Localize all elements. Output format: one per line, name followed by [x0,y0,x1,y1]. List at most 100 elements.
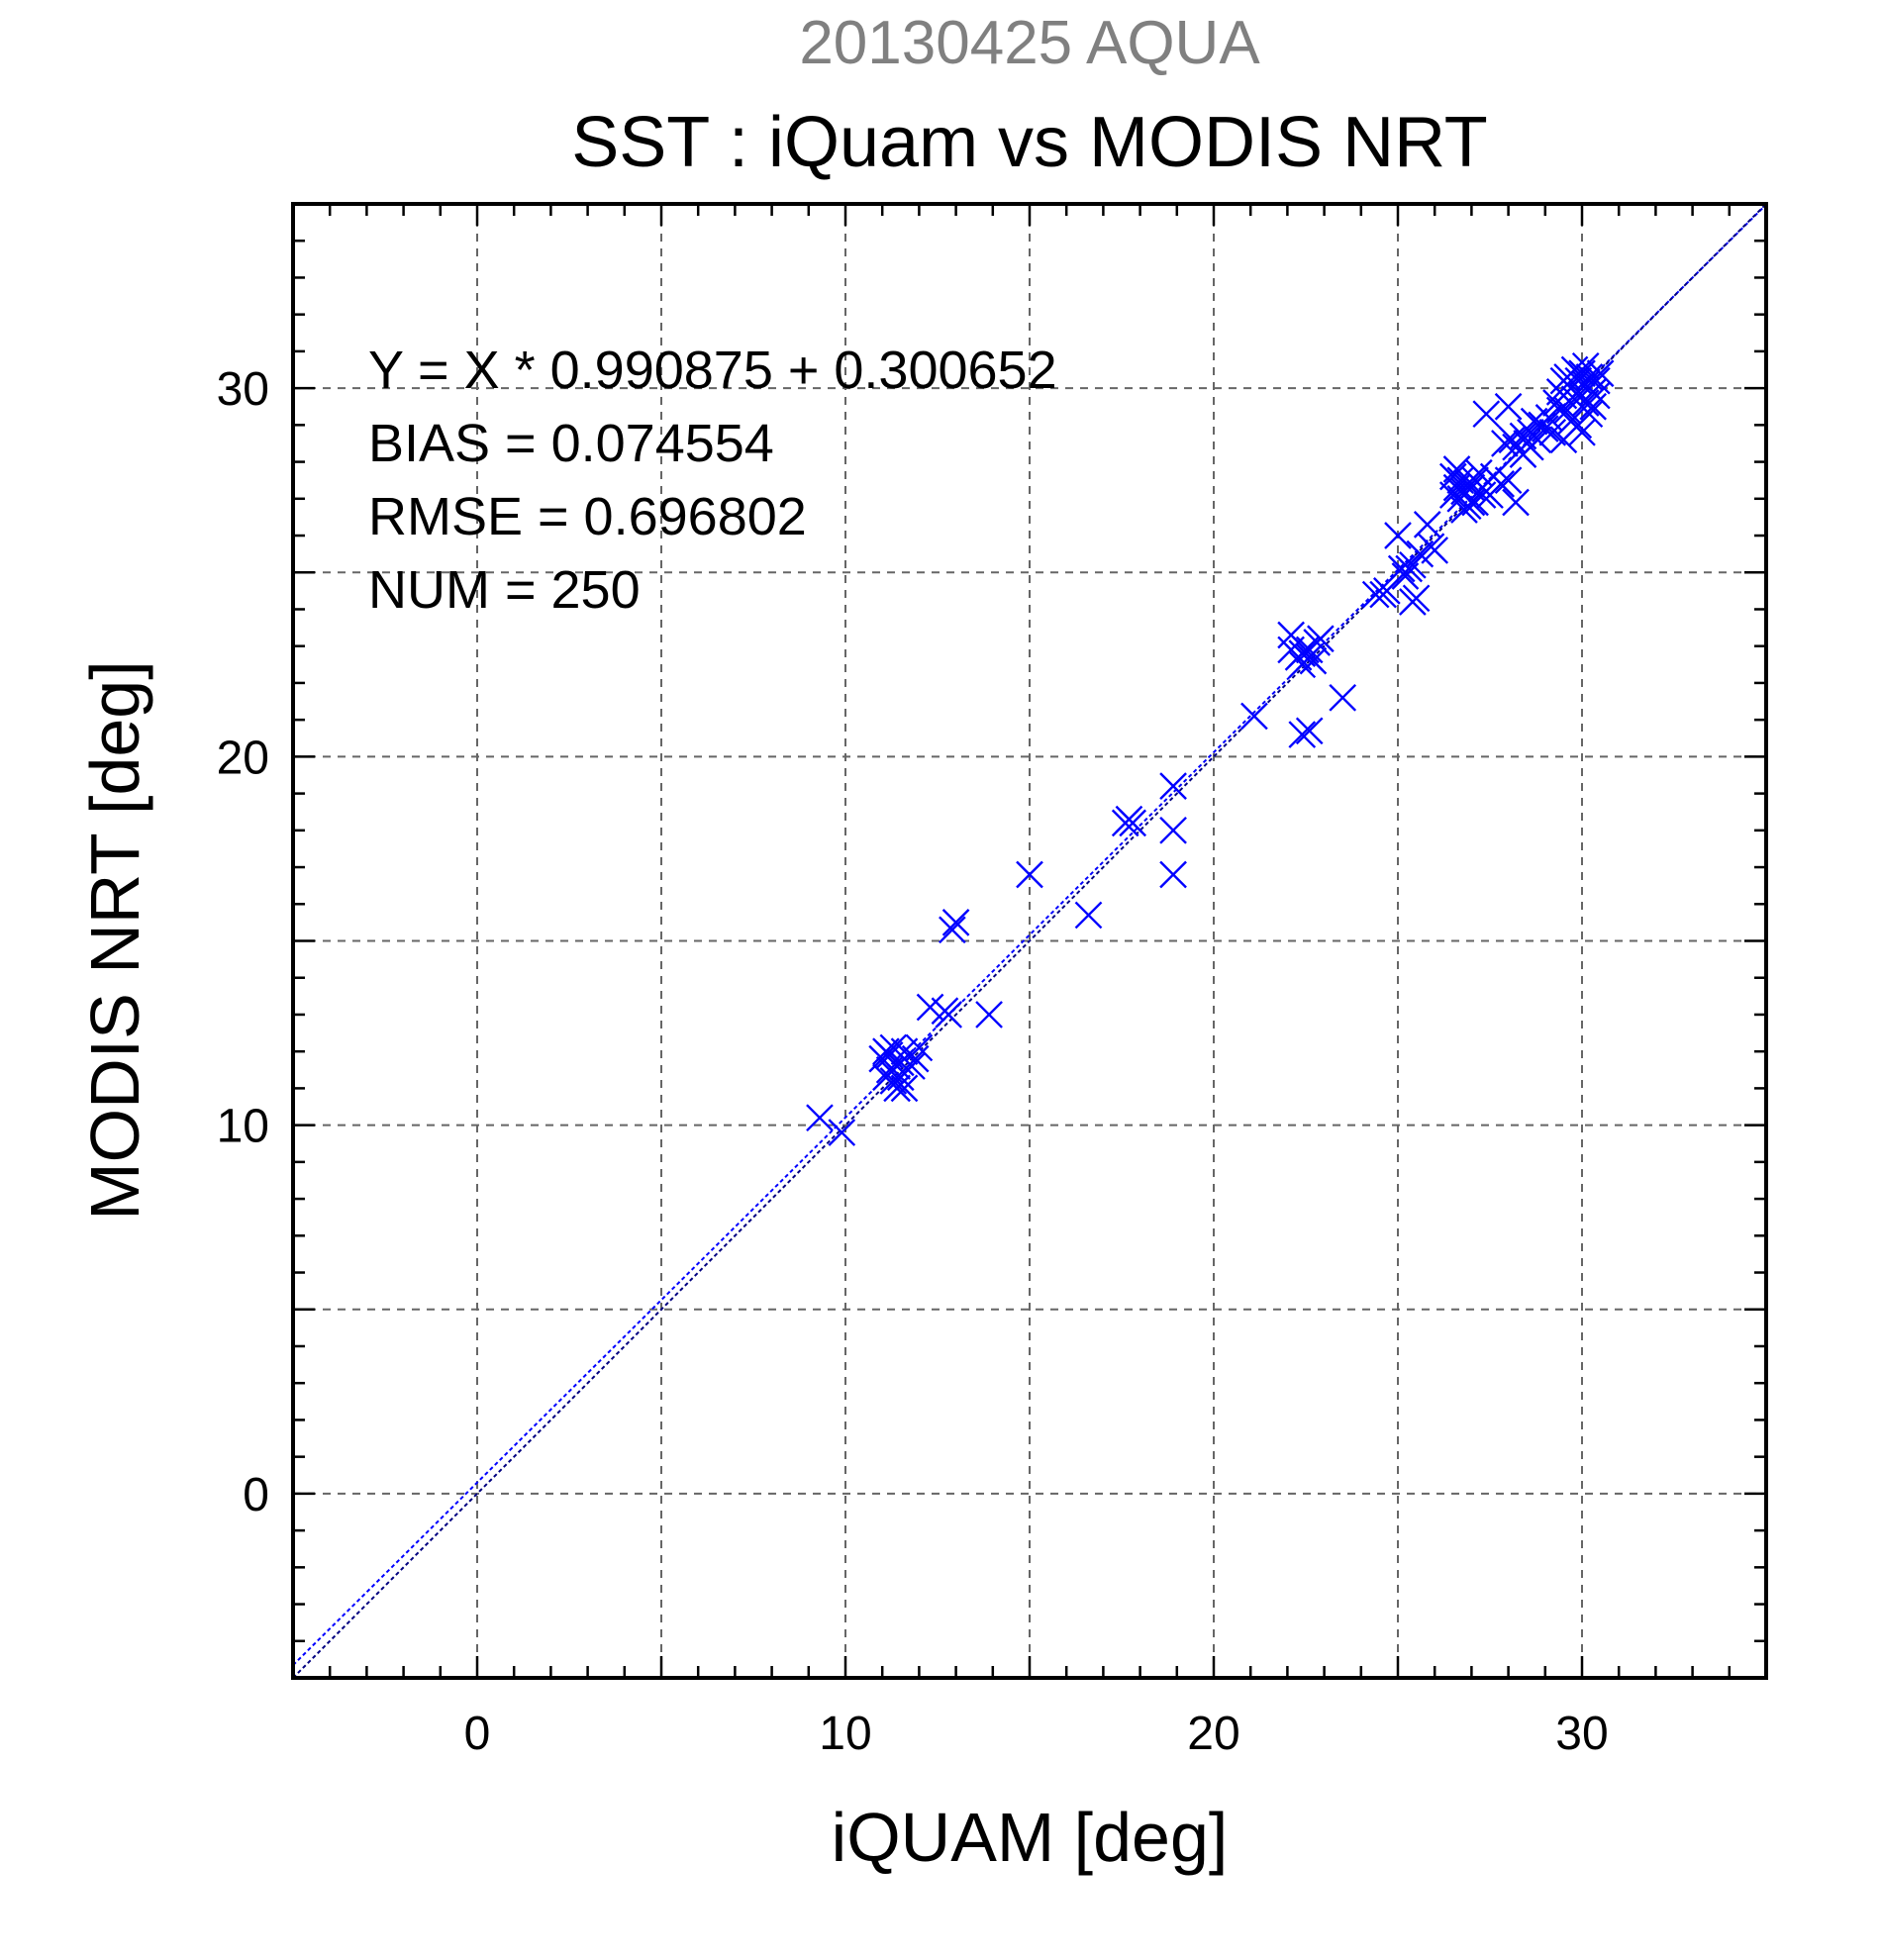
marker-stroke [875,1041,904,1069]
data-point [1556,407,1585,436]
chart-title: SST : iQuam vs MODIS NRT [571,103,1488,182]
data-point [1372,577,1401,605]
marker-stroke [1446,466,1475,495]
data-point [1438,481,1467,509]
marker-stroke [1361,580,1390,609]
data-point [1586,359,1615,388]
data-point [828,1119,856,1146]
data-point [1159,772,1187,801]
data-point [1446,466,1475,495]
marker-stroke [879,1033,908,1062]
marker-stroke [1387,554,1416,583]
x-tick-label: 30 [1555,1708,1608,1760]
data-point [1288,721,1317,748]
data-point [1531,415,1559,442]
data-point [905,1033,934,1062]
data-point [1575,400,1604,429]
data-point [1115,805,1143,833]
marker-stroke [806,1104,834,1132]
marker-stroke [1457,473,1486,502]
data-point [1074,901,1103,930]
marker-stroke [1417,533,1445,561]
marker-stroke [1553,363,1581,391]
marker-stroke [1288,639,1317,667]
data-point [1517,433,1544,461]
data-point [1159,816,1187,844]
marker-stroke [1159,772,1187,801]
data-point [1553,363,1581,391]
marker-stroke [1487,470,1516,498]
marker-stroke [1531,415,1559,442]
marker-stroke [1468,481,1497,509]
y-tick-label: 30 [217,363,269,416]
data-point [941,909,970,936]
marker-stroke [1074,901,1103,930]
data-point [898,1052,926,1080]
x-tick-label: 0 [464,1708,491,1760]
marker-stroke [890,1074,919,1103]
marker-stroke [1517,433,1544,461]
data-point [935,1001,963,1029]
marker-stroke [1442,473,1471,502]
data-point [1502,488,1530,517]
marker-stroke [1498,426,1527,454]
data-point [901,1044,930,1073]
rmse-value: RMSE = 0.696802 [368,487,807,546]
x-axis-label: iQUAM [deg] [832,1799,1229,1876]
marker-stroke [1384,522,1412,549]
plot-area-frame [291,202,1768,1680]
marker-stroke [941,909,970,936]
data-point [1413,511,1441,539]
data-point [1472,400,1501,429]
data-point [1016,860,1043,889]
marker-stroke [872,1063,900,1092]
marker-stroke [1575,363,1604,391]
data-point [1442,473,1471,502]
y-tick-label: 0 [243,1469,269,1521]
data-point [806,1104,834,1132]
data-point [1387,554,1416,583]
data-point [975,1001,1003,1029]
marker-stroke [1277,621,1305,649]
marker-stroke [905,1033,934,1062]
data-point [1571,351,1600,380]
marker-stroke [1571,351,1600,380]
marker-stroke [1560,385,1589,414]
y-tick-labels: 0 10 20 30 [217,363,269,1521]
data-point [1494,392,1523,421]
x-tick-label: 20 [1187,1708,1239,1760]
data-point [1361,580,1390,609]
data-point [1453,492,1482,521]
marker-stroke [1556,407,1585,436]
bias-value: BIAS = 0.074554 [368,414,774,473]
fit-equation: Y = X * 0.990875 + 0.300652 [368,341,1057,400]
marker-stroke [1464,458,1493,487]
data-point [1549,381,1578,410]
x-tick-label: 10 [819,1708,871,1760]
data-point [1468,481,1497,509]
marker-stroke [916,993,944,1022]
data-point [1487,470,1516,498]
marker-stroke [939,916,966,944]
data-point [1583,381,1611,410]
marker-stroke [1453,492,1482,521]
marker-stroke [1288,721,1317,748]
data-point [1329,683,1357,712]
marker-stroke [1159,816,1187,844]
data-point [1288,639,1317,667]
data-point [1240,702,1268,731]
data-point [890,1074,919,1103]
marker-stroke [1438,481,1467,509]
marker-stroke [1016,860,1043,889]
marker-stroke [1402,584,1431,613]
data-points [806,351,1615,1146]
stats-annotation: Y = X * 0.990875 + 0.300652 BIAS = 0.074… [368,341,1057,620]
marker-stroke [975,1001,1003,1029]
marker-stroke [1583,381,1611,410]
marker-stroke [1494,466,1523,495]
marker-stroke [1502,488,1530,517]
y-tick-label: 20 [217,732,269,784]
data-point [1402,584,1431,613]
chart-date-title: 20130425 AQUA [799,9,1260,77]
marker-stroke [1575,400,1604,429]
